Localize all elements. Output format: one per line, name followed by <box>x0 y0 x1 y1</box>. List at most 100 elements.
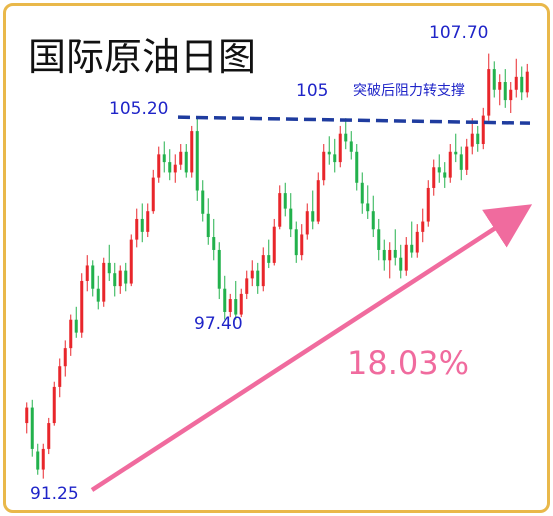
candle-body <box>80 281 83 333</box>
candle-body <box>152 178 155 212</box>
candle-body <box>75 320 78 333</box>
candle-body <box>53 387 56 423</box>
candle-body <box>289 209 292 230</box>
candle-body <box>229 299 232 312</box>
candle-body <box>322 152 325 180</box>
candle-body <box>201 191 204 214</box>
candle-body <box>471 134 474 147</box>
candle-body <box>311 211 314 221</box>
candle-body <box>372 211 375 229</box>
candle-body <box>47 423 50 449</box>
candle-body <box>515 77 518 90</box>
candle-body <box>97 289 100 302</box>
left-high-price-label: 105.20 <box>109 99 168 119</box>
candle-body <box>410 245 413 253</box>
candle-body <box>174 165 177 173</box>
candle-body <box>31 408 34 449</box>
candle-body <box>526 72 529 93</box>
candle-body <box>240 294 243 315</box>
candle-body <box>361 183 364 204</box>
candle-body <box>124 271 127 284</box>
candle-body <box>141 219 144 232</box>
candle-body <box>509 90 512 100</box>
candle-body <box>460 154 463 170</box>
resistance-note: 突破后阻力转支撑 <box>353 83 465 99</box>
candle-body <box>234 299 237 315</box>
candle-body <box>498 82 501 90</box>
candle-body <box>388 250 391 260</box>
candle-body <box>317 180 320 221</box>
candle-body <box>350 141 353 151</box>
candle-body <box>454 152 457 155</box>
candle-body <box>256 271 259 287</box>
candle-body <box>157 154 160 177</box>
candle-body <box>405 245 408 271</box>
candle-body <box>416 232 419 253</box>
candle-body <box>427 188 430 222</box>
candle-body <box>179 152 182 165</box>
candle-body <box>69 320 72 348</box>
candle-body <box>300 234 303 255</box>
candle-body <box>190 131 193 172</box>
candle-body <box>328 152 331 155</box>
candle-body <box>36 451 39 469</box>
candle-body <box>295 229 298 255</box>
candle-body <box>449 152 452 178</box>
candle-body <box>476 134 479 144</box>
mid-low-price-label: 97.40 <box>194 314 243 334</box>
candle-body <box>273 227 276 263</box>
candle-body <box>355 152 358 183</box>
candle-body <box>278 193 281 227</box>
candle-body <box>119 271 122 287</box>
candle-body <box>432 167 435 188</box>
candle-body <box>212 237 215 250</box>
candle-body <box>383 250 386 260</box>
candle-body <box>245 278 248 294</box>
right-high-price-label: 107.70 <box>429 23 488 43</box>
candle-body <box>284 193 287 209</box>
candle-body <box>108 263 111 273</box>
candle-body <box>306 211 309 234</box>
candle-body <box>438 167 441 172</box>
candle-body <box>218 250 221 289</box>
chart-title: 国际原油日图 <box>28 35 256 79</box>
candle-body <box>267 255 270 263</box>
candle-body <box>443 172 446 177</box>
candle-body <box>113 273 116 286</box>
candle-body <box>58 366 61 387</box>
candle-body <box>487 69 490 116</box>
candle-body <box>251 271 254 279</box>
candle-body <box>377 229 380 250</box>
candle-body <box>465 147 468 170</box>
candle-body <box>42 449 45 470</box>
candle-body <box>64 348 67 366</box>
candle-body <box>135 219 138 240</box>
candle-body <box>399 258 402 271</box>
candle-body <box>196 131 199 190</box>
candle-body <box>86 265 89 281</box>
candle-body <box>344 134 347 142</box>
resistance-level-label: 105 <box>296 81 328 101</box>
low-price-label: 91.25 <box>30 484 79 504</box>
candle-body <box>146 211 149 232</box>
candle-body <box>421 222 424 232</box>
candle-body <box>207 214 210 237</box>
candle-body <box>333 154 336 162</box>
candle-body <box>91 265 94 288</box>
candle-body <box>520 77 523 93</box>
candle-body <box>366 203 369 211</box>
candle-body <box>394 250 397 258</box>
candle-body <box>25 408 28 424</box>
candle-body <box>163 154 166 162</box>
candle-body <box>339 134 342 162</box>
candle-body <box>262 255 265 286</box>
candle-body <box>223 289 226 312</box>
resistance-line <box>178 117 530 123</box>
candle-body <box>185 152 188 173</box>
candle-body <box>130 240 133 284</box>
candle-body <box>493 69 496 90</box>
gain-percent-label: 18.03% <box>347 344 469 382</box>
candle-body <box>482 116 485 144</box>
candle-body <box>168 162 171 172</box>
